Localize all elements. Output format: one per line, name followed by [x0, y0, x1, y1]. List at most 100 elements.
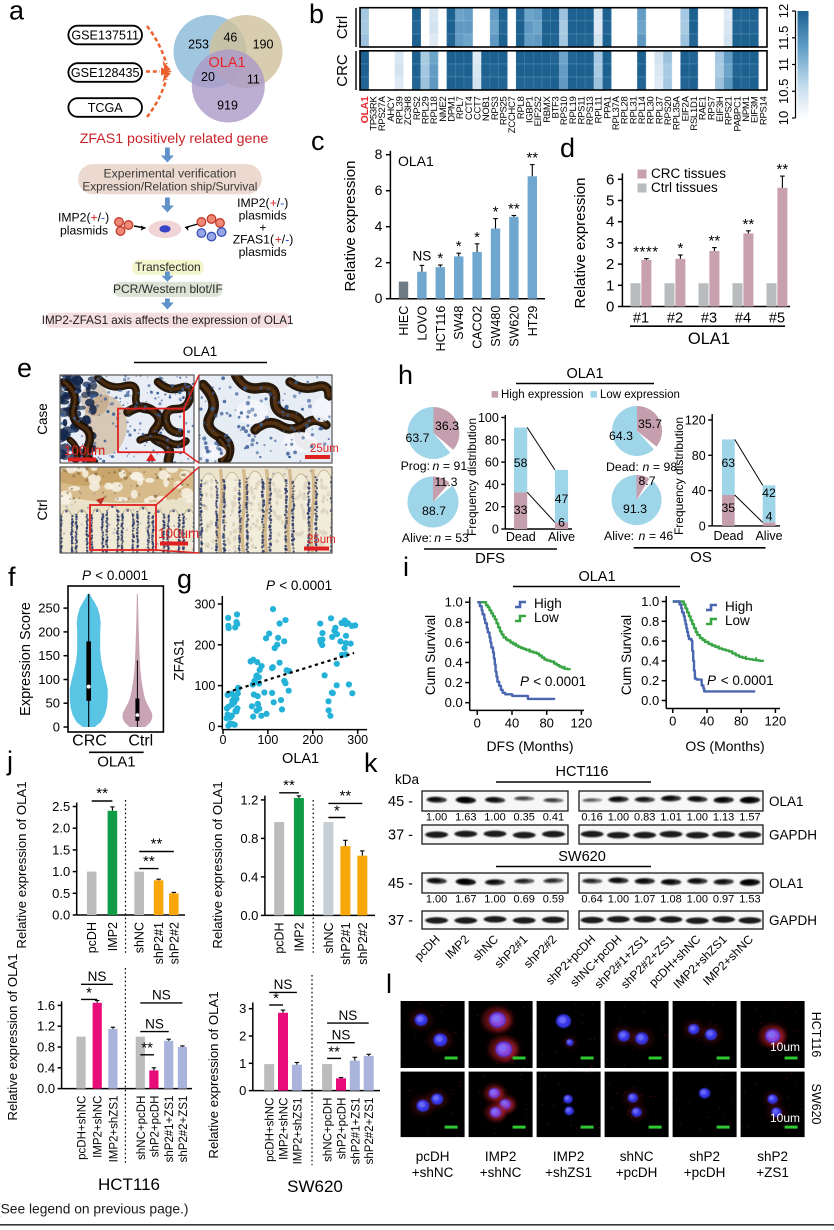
svg-text:pcDH: pcDH [273, 922, 287, 953]
svg-text:plasmids: plasmids [239, 245, 287, 259]
svg-text:RPL31: RPL31 [628, 96, 639, 124]
svg-text:120: 120 [571, 715, 593, 730]
svg-text:IMP2+shZS1: IMP2+shZS1 [108, 1096, 120, 1163]
svg-text:10.5: 10.5 [776, 79, 791, 104]
svg-text:NS: NS [152, 988, 171, 1003]
svg-text:Relative expression of OLA1: Relative expression of OLA1 [14, 781, 29, 948]
svg-text:GAPDH: GAPDH [769, 827, 817, 842]
svg-text:0: 0 [53, 720, 60, 735]
svg-text:TP53RK: TP53RK [369, 96, 380, 131]
svg-text:919: 919 [217, 98, 238, 112]
svg-text:**: ** [743, 216, 755, 233]
svg-text:SW620: SW620 [809, 1084, 823, 1125]
svg-text:45 -: 45 - [388, 794, 413, 810]
svg-text:Transfection: Transfection [135, 260, 201, 274]
svg-text:20: 20 [201, 70, 215, 84]
svg-text:EIF3M: EIF3M [750, 96, 761, 123]
svg-text:**: ** [328, 1044, 340, 1061]
svg-text:Relative expression of OLA1: Relative expression of OLA1 [206, 991, 221, 1158]
svg-text:OS: OS [690, 549, 712, 566]
svg-text:ZC3H8: ZC3H8 [403, 96, 414, 125]
svg-text:IMP2: IMP2 [106, 922, 120, 951]
svg-text:RPL29: RPL29 [421, 96, 432, 124]
svg-text:< 0.0001: < 0.0001 [276, 578, 333, 593]
svg-text:1.01: 1.01 [660, 812, 681, 824]
svg-text:Dead:: Dead: [606, 460, 642, 474]
svg-text:1.57: 1.57 [739, 812, 760, 824]
svg-text:PPA1: PPA1 [602, 96, 613, 118]
svg-text:): ) [289, 233, 293, 247]
svg-text:200: 200 [194, 638, 215, 652]
svg-text:CRC: CRC [334, 54, 351, 87]
svg-text:+pcDH: +pcDH [616, 1165, 658, 1180]
svg-text:LOVO: LOVO [415, 305, 429, 340]
svg-text:j: j [6, 746, 13, 776]
svg-text:100: 100 [194, 679, 215, 693]
svg-text:33: 33 [514, 503, 528, 517]
svg-text:3: 3 [239, 1001, 246, 1016]
svg-text:1.00: 1.00 [426, 894, 447, 906]
svg-text:*: * [437, 250, 443, 267]
svg-text:1.00: 1.00 [484, 812, 505, 824]
svg-text:HIEC: HIEC [397, 306, 411, 336]
svg-text:1: 1 [606, 277, 614, 294]
svg-text:8.7: 8.7 [638, 474, 655, 488]
svg-text:DFS (Months): DFS (Months) [486, 738, 573, 754]
svg-text:Case: Case [35, 403, 50, 435]
svg-text:**: ** [141, 1040, 153, 1057]
svg-text:RPL11: RPL11 [594, 96, 605, 123]
svg-text:1.5: 1.5 [52, 842, 70, 857]
svg-text:0.0: 0.0 [240, 908, 258, 923]
svg-text:Low: Low [725, 613, 750, 628]
svg-text:*: * [86, 985, 92, 1002]
svg-text:Ctrl: Ctrl [334, 16, 351, 39]
svg-text:n: n [434, 531, 441, 545]
svg-text:Ctrl: Ctrl [128, 733, 153, 750]
svg-text:AHCY: AHCY [386, 96, 397, 122]
svg-text:1: 1 [239, 1056, 246, 1071]
svg-text:2.0: 2.0 [52, 821, 70, 836]
svg-text:/: / [98, 211, 102, 225]
svg-text:150: 150 [38, 648, 60, 663]
svg-text:12: 12 [776, 4, 791, 18]
svg-text:200: 200 [302, 733, 323, 747]
svg-text:100um: 100um [64, 443, 105, 458]
svg-text:100um: 100um [158, 526, 199, 541]
svg-text:60: 60 [485, 456, 499, 470]
svg-text:DFS: DFS [475, 550, 505, 567]
svg-text:shP2#2: shP2#2 [167, 922, 181, 964]
svg-text:NS: NS [274, 977, 293, 992]
svg-text:CACO2: CACO2 [471, 306, 485, 349]
svg-text:ZFAS1: ZFAS1 [172, 639, 187, 680]
svg-text:47: 47 [555, 492, 569, 506]
svg-text:**: ** [283, 777, 295, 794]
svg-text:shP2+pcDH: shP2+pcDH [337, 1098, 349, 1160]
svg-text:RPS10: RPS10 [559, 96, 570, 125]
svg-text:RPS20: RPS20 [663, 96, 674, 125]
svg-text:b: b [309, 0, 324, 29]
svg-text:1.00: 1.00 [608, 812, 629, 824]
svg-text:63.7: 63.7 [406, 431, 430, 445]
svg-text:0.6: 0.6 [641, 634, 659, 649]
svg-text:20: 20 [485, 500, 499, 514]
svg-text:h: h [398, 360, 413, 390]
svg-text:+shNC: +shNC [412, 1165, 454, 1180]
svg-text:2: 2 [375, 254, 383, 270]
svg-text:0.4: 0.4 [641, 653, 659, 668]
svg-text:HCT116: HCT116 [556, 764, 609, 780]
svg-text:NME2: NME2 [438, 96, 449, 121]
svg-text:PABPC1: PABPC1 [732, 96, 743, 131]
svg-text:0.4: 0.4 [37, 1060, 55, 1075]
svg-text:35: 35 [721, 501, 735, 515]
svg-text:**: ** [151, 836, 163, 853]
svg-text:NS: NS [413, 248, 432, 263]
svg-text:1.2: 1.2 [37, 1019, 55, 1034]
svg-text:0: 0 [492, 523, 499, 537]
svg-text:0.2: 0.2 [445, 675, 463, 690]
svg-text:= 53: = 53 [441, 531, 469, 545]
svg-text:0: 0 [669, 714, 676, 729]
svg-text:0: 0 [208, 720, 215, 734]
svg-text:pcDH: pcDH [412, 932, 443, 963]
svg-text:shP2#1+ZS1: shP2#1+ZS1 [164, 1096, 176, 1163]
svg-text:0.8: 0.8 [641, 614, 659, 629]
